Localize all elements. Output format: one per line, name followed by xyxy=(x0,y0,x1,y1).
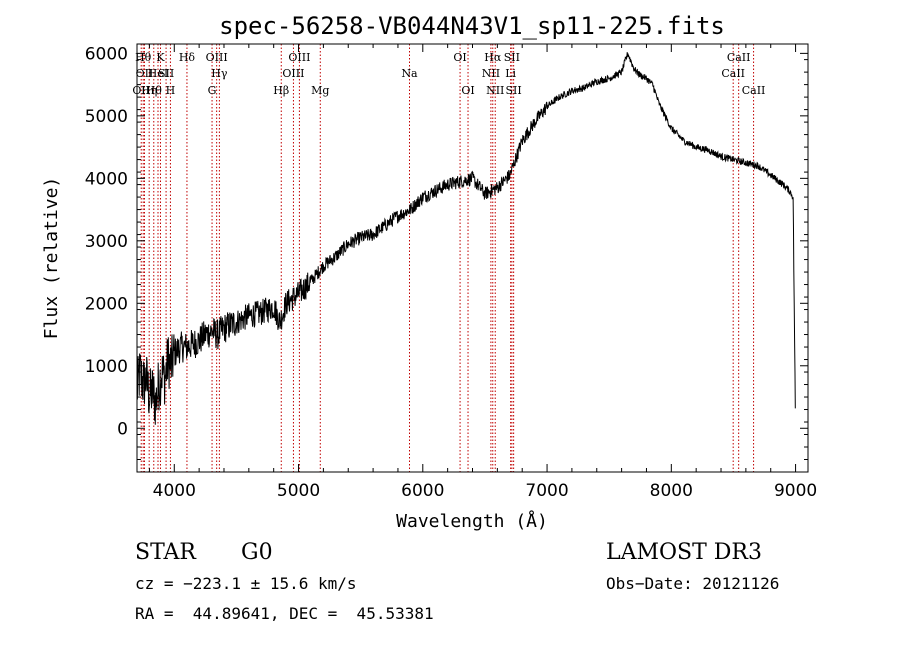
x-axis-label: Wavelength (Å) xyxy=(396,510,548,532)
line-label-7: SII xyxy=(158,67,174,80)
object-class: STAR xyxy=(135,540,196,565)
redshift-velocity: cz = −223.1 ± 15.6 km/s xyxy=(135,574,357,593)
object-subclass: G0 xyxy=(241,540,273,565)
line-label-6: K xyxy=(156,51,165,64)
line-label-10: G xyxy=(208,84,217,97)
chart-title: spec-56258-VB044N43V1_sp11-225.fits xyxy=(219,12,725,40)
y-axis: 0 1000 2000 3000 4000 5000 6000 xyxy=(85,44,808,461)
y-tick-label-5: 5000 xyxy=(85,107,128,127)
line-label-8: H xyxy=(166,84,176,97)
y-tick-label-3: 3000 xyxy=(85,232,128,252)
line-label-19: OI xyxy=(461,84,474,97)
y-tick-label-0: 0 xyxy=(117,419,128,439)
y-tick-label-6: 6000 xyxy=(85,44,128,64)
x-tick-label-1: 5000 xyxy=(277,481,320,501)
y-tick-label-2: 2000 xyxy=(85,294,128,314)
line-label-27: CaII xyxy=(727,51,751,64)
line-label-13: Hβ xyxy=(273,84,289,97)
y-tick-label-4: 4000 xyxy=(85,169,128,189)
survey-label: LAMOST DR3 xyxy=(606,540,762,565)
line-label-9: Hδ xyxy=(179,51,196,64)
line-label-4: Hθ xyxy=(146,84,163,97)
x-axis: 4000 5000 6000 7000 8000 9000 xyxy=(148,44,817,501)
line-label-12: Hγ xyxy=(211,67,228,80)
x-tick-label-0: 4000 xyxy=(153,481,196,501)
line-label-25: SII xyxy=(506,84,522,97)
line-label-26: CaII xyxy=(721,67,745,80)
sky-coordinates: RA = 44.89641, DEC = 45.53381 xyxy=(135,604,434,623)
y-axis-label: Flux (relative) xyxy=(41,177,62,340)
line-label-1: Hθ xyxy=(135,51,152,64)
x-tick-label-2: 6000 xyxy=(401,481,444,501)
observation-date: Obs−Date: 20121126 xyxy=(606,574,780,593)
line-label-17: Na xyxy=(401,67,418,80)
line-label-16: Mg xyxy=(311,84,329,97)
line-label-5: HeI xyxy=(148,67,168,80)
line-label-18: OI xyxy=(453,51,466,64)
emission-line-labels: OIIHθOIIHηHθHeIKSIIHHδGOIIIHγHβOIIIOIIIM… xyxy=(132,51,765,97)
y-tick-label-1: 1000 xyxy=(85,357,128,377)
line-label-22: NII xyxy=(486,84,504,97)
line-label-2: OII xyxy=(136,67,154,80)
x-tick-label-5: 9000 xyxy=(774,481,817,501)
line-label-21: Hα xyxy=(484,51,502,64)
emission-line-markers xyxy=(140,44,755,472)
line-label-23: Li xyxy=(505,67,516,80)
series-group xyxy=(136,52,796,425)
x-tick-label-4: 8000 xyxy=(650,481,693,501)
line-label-3: Hη xyxy=(141,84,157,97)
line-label-24: SII xyxy=(504,51,520,64)
x-tick-label-3: 7000 xyxy=(525,481,568,501)
line-label-15: OIII xyxy=(288,51,310,64)
spectrum-line xyxy=(136,52,796,425)
line-label-11: OIII xyxy=(206,51,228,64)
line-label-28: CaII xyxy=(742,84,766,97)
line-label-20: NII xyxy=(482,67,500,80)
line-label-14: OIII xyxy=(282,67,304,80)
plot-frame xyxy=(136,43,809,473)
